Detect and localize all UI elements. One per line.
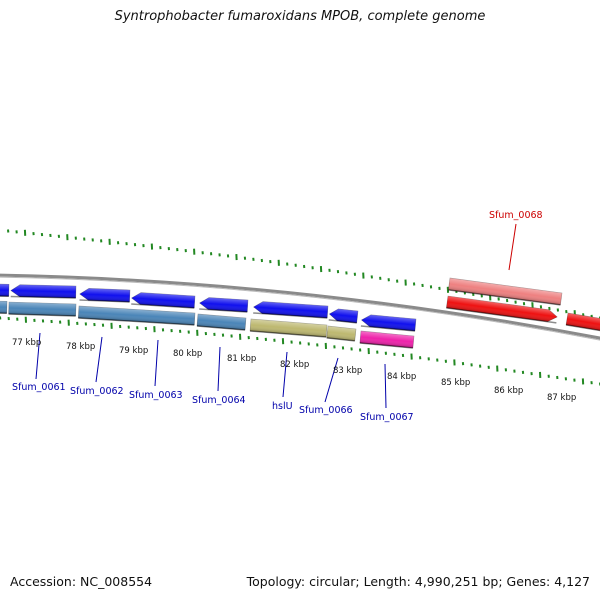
gene-box — [326, 325, 357, 342]
lower-scale-ring — [0, 316, 600, 386]
gene-label: Sfum_0062 — [70, 386, 124, 397]
feature-tracks — [0, 277, 600, 349]
cds-arrow — [328, 308, 359, 324]
gene-label: hslU — [272, 401, 293, 412]
gene-label: Sfum_0068 — [489, 210, 543, 221]
label-leader-line — [324, 357, 339, 403]
accession-text: Accession: NC_008554 — [10, 574, 153, 589]
gene-label: Sfum_0063 — [129, 390, 183, 401]
tick-label: 86 kbp — [494, 386, 523, 396]
label-leader-line — [508, 223, 517, 271]
label-leader-line — [384, 363, 387, 409]
tick-label: 84 kbp — [387, 372, 416, 382]
label-leaders — [35, 223, 517, 409]
tick-label: 79 kbp — [119, 346, 148, 356]
cds-arrow — [131, 292, 196, 309]
tick-labels: 77 kbp 78 kbp 79 kbp 80 kbp 81 kbp 82 kbp 83 k… — [12, 338, 576, 403]
gene-box — [249, 318, 328, 338]
cds-arrow — [10, 284, 77, 299]
label-leader-line — [35, 332, 41, 380]
cds-arrow — [360, 314, 417, 332]
gene-box — [0, 300, 8, 315]
gene-label: Sfum_0067 — [360, 412, 414, 423]
gene-box — [196, 313, 247, 331]
gene-labels: Sfum_0061 Sfum_0062 Sfum_0063 Sfum_0064 hslU… — [12, 210, 543, 423]
genome-backbone — [0, 273, 600, 340]
tick-label: 82 kbp — [280, 360, 309, 370]
tick-label: 80 kbp — [173, 349, 202, 359]
gene-box — [77, 305, 196, 326]
tick-label: 78 kbp — [66, 342, 95, 352]
cds-arrow — [79, 288, 131, 303]
label-leader-line — [282, 351, 288, 398]
tick-label: 83 kbp — [333, 366, 362, 376]
upper-scale-ring — [7, 229, 600, 320]
tick-label: 87 kbp — [547, 393, 576, 403]
gene-box — [8, 301, 77, 317]
label-leader-line — [95, 336, 103, 383]
genome-backbone-shadow — [0, 276, 600, 341]
cds-arrow — [253, 301, 329, 319]
label-leader-line — [217, 346, 221, 392]
tick-label: 85 kbp — [441, 378, 470, 388]
tick-label: 81 kbp — [227, 354, 256, 364]
tick-label: 77 kbp — [12, 338, 41, 348]
map-title: Syntrophobacter fumaroxidans MPOB, compl… — [114, 9, 486, 24]
gene-box — [359, 330, 415, 349]
gene-label: Sfum_0064 — [192, 395, 246, 406]
label-leader-line — [154, 339, 159, 387]
genome-summary-text: Topology: circular; Length: 4,990,251 bp… — [246, 574, 590, 589]
red-feature — [448, 277, 563, 306]
gene-label: Sfum_0066 — [299, 405, 353, 416]
cds-arrow — [0, 283, 10, 298]
gene-label: Sfum_0061 — [12, 382, 66, 393]
red-feature — [565, 312, 600, 333]
cds-arrow — [199, 297, 249, 313]
red-feature — [446, 295, 558, 324]
